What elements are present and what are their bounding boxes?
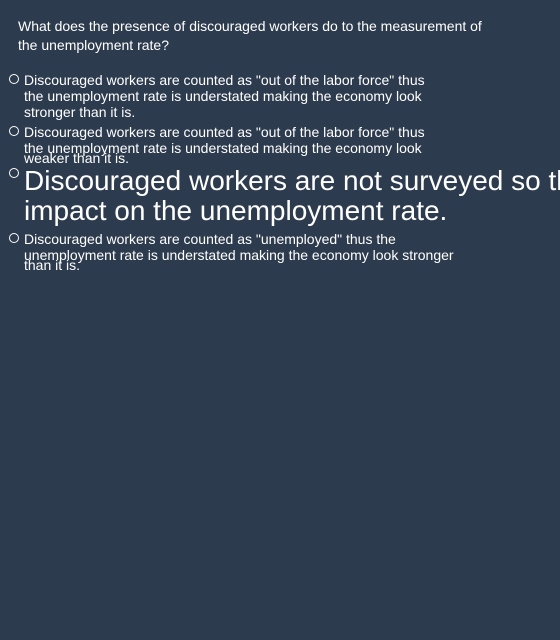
radio-button-c[interactable] [9,168,19,178]
radio-button-d[interactable] [9,233,19,243]
radio-button-b[interactable] [9,126,19,136]
answer-option-d-line: than it is. [24,257,81,273]
answer-option-a[interactable]: Discouraged workers are counted as "out … [8,72,560,120]
answer-option-a-line: stronger than it is. [24,104,136,120]
question-text: What does the presence of discouraged wo… [18,17,518,55]
answer-option-d[interactable]: Discouraged workers are counted as "unem… [8,231,560,273]
answer-option-b[interactable]: Discouraged workers are counted as "out … [8,124,560,166]
answer-option-c[interactable]: Discouraged workers are not surveyed so … [8,166,560,230]
answer-option-a-line: the unemployment rate is understated mak… [24,88,422,104]
answer-option-c-line: Discouraged workers are not surveyed so … [24,165,560,196]
radio-button-a[interactable] [9,74,19,84]
answer-option-a-line: Discouraged workers are counted as "out … [24,72,425,88]
answer-option-b-line: weaker than it is. [24,150,130,166]
answer-option-a-label[interactable]: Discouraged workers are counted as "out … [24,72,425,120]
answer-option-c-label[interactable]: Discouraged workers are not surveyed so … [24,166,560,226]
answer-option-c-line: impact on the unemployment rate. [24,195,448,226]
question-line: the unemployment rate? [18,37,169,53]
answer-option-b-label[interactable]: Discouraged workers are counted as "out … [24,124,425,166]
answer-option-d-line: Discouraged workers are counted as "unem… [24,231,396,247]
question-line: What does the presence of discouraged wo… [18,18,482,34]
answer-option-b-line: Discouraged workers are counted as "out … [24,124,425,140]
answer-option-b-line: the unemployment rate is understated mak… [24,140,422,156]
answer-option-d-line: unemployment rate is understated making … [24,247,454,263]
answer-option-d-label[interactable]: Discouraged workers are counted as "unem… [24,231,454,273]
